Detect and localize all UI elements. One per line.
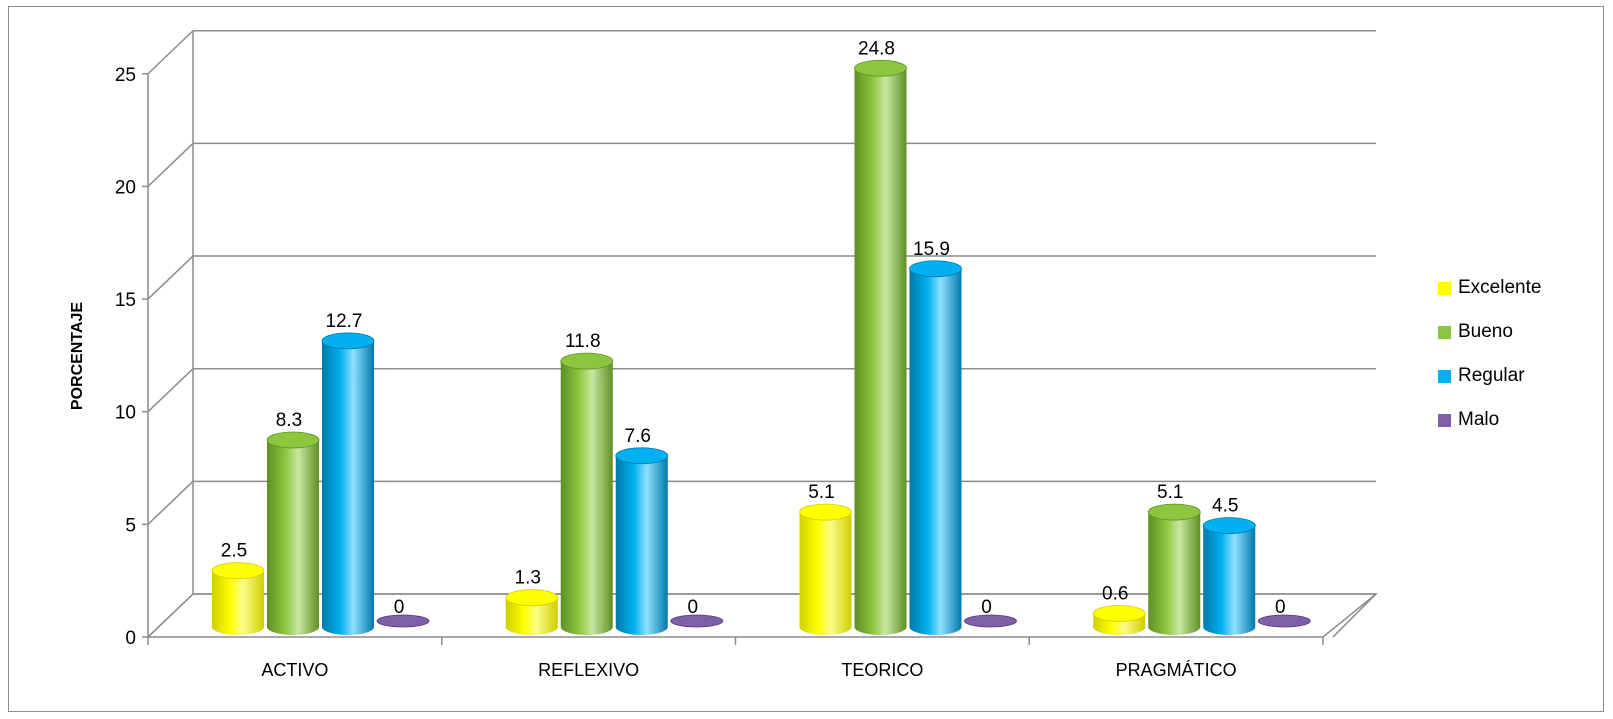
gridline-side-10	[147, 368, 194, 413]
floor-right-edge	[1322, 593, 1377, 638]
bar-top-excelente-3	[1092, 605, 1146, 622]
bar-top-bueno-1	[560, 352, 614, 370]
bar-top-regular-3	[1202, 517, 1256, 535]
gridline-side-25	[147, 30, 194, 75]
legend-swatch-bueno	[1438, 325, 1451, 339]
x-tick-label-0: ACTIVO	[261, 660, 328, 680]
y-tick-label-25: 25	[115, 65, 136, 86]
bar-bueno-2	[854, 68, 907, 636]
legend-swatch-excelente	[1438, 281, 1451, 295]
legend-item-bueno: Bueno	[1438, 321, 1513, 343]
legend-item-regular: Regular	[1438, 365, 1525, 387]
bar-malo-0	[376, 614, 430, 628]
bar-top-excelente-0	[211, 562, 265, 580]
y-tick-label-10: 10	[115, 403, 136, 424]
gridline-side-20	[147, 142, 194, 187]
data-label-excelente-3: 0.6	[1102, 583, 1128, 604]
bar-malo-1	[670, 614, 724, 628]
floor-outline	[147, 593, 1378, 638]
legend-label-bueno: Bueno	[1458, 321, 1513, 342]
legend-label-malo: Malo	[1458, 409, 1500, 430]
bar-top-excelente-2	[799, 503, 852, 521]
data-label-malo-1: 0	[687, 597, 698, 618]
bar-regular-1	[615, 455, 668, 635]
bar-top-bueno-2	[854, 59, 907, 77]
bar-excelente-2	[799, 512, 852, 635]
data-label-bueno-0: 8.3	[276, 410, 302, 431]
chart-frame	[8, 6, 1604, 712]
bar-bueno-3	[1148, 512, 1201, 635]
bar-regular-2	[909, 268, 962, 635]
bar-malo-3	[1257, 614, 1311, 628]
data-label-excelente-0: 2.5	[221, 541, 247, 562]
legend-swatch-regular	[1438, 369, 1451, 383]
x-tick-label-1: REFLEXIVO	[538, 660, 639, 680]
bar-top-bueno-0	[266, 431, 320, 449]
data-label-malo-3: 0	[1275, 597, 1286, 618]
y-tick-label-20: 20	[115, 177, 136, 198]
bar-top-bueno-3	[1147, 503, 1201, 521]
data-label-regular-3: 4.5	[1212, 496, 1238, 517]
data-label-regular-0: 12.7	[326, 311, 363, 332]
data-label-regular-2: 15.9	[913, 239, 950, 260]
legend-swatch-malo	[1438, 413, 1451, 427]
data-label-regular-1: 7.6	[625, 426, 651, 447]
bar-bueno-0	[267, 440, 319, 635]
bar-excelente-0	[212, 570, 264, 635]
bar-top-regular-0	[321, 332, 375, 350]
y-tick-label-15: 15	[115, 290, 136, 311]
y-tick-label-5: 5	[125, 515, 136, 536]
legend-label-excelente: Excelente	[1458, 277, 1542, 298]
data-label-excelente-2: 5.1	[808, 482, 834, 503]
data-label-malo-0: 0	[394, 597, 405, 618]
bar-top-regular-2	[909, 260, 962, 278]
data-label-bueno-1: 11.8	[565, 331, 601, 352]
data-label-bueno-3: 5.1	[1157, 482, 1183, 503]
data-label-malo-2: 0	[981, 597, 992, 618]
legend-item-excelente: Excelente	[1438, 277, 1541, 299]
legend-label-regular: Regular	[1458, 365, 1525, 386]
bar-regular-3	[1203, 525, 1256, 635]
bar-top-excelente-1	[505, 589, 559, 607]
bar-malo-2	[964, 614, 1017, 628]
bar-excelente-1	[505, 597, 558, 635]
y-tick-label-0: 0	[125, 628, 136, 649]
gridline-side-15	[147, 255, 194, 300]
y-axis-title: PORCENTAJE	[69, 301, 86, 411]
x-tick-label-2: TEORICO	[841, 660, 923, 680]
bar-bueno-1	[560, 361, 613, 635]
data-label-bueno-2: 24.8	[858, 38, 895, 59]
x-tick-label-3: PRAGMÁTICO	[1116, 660, 1237, 680]
bar-regular-0	[322, 340, 374, 635]
legend-item-malo: Malo	[1438, 409, 1499, 431]
data-label-excelente-1: 1.3	[515, 568, 541, 589]
gridline-side-5	[147, 480, 194, 525]
bar-top-regular-1	[615, 447, 669, 465]
